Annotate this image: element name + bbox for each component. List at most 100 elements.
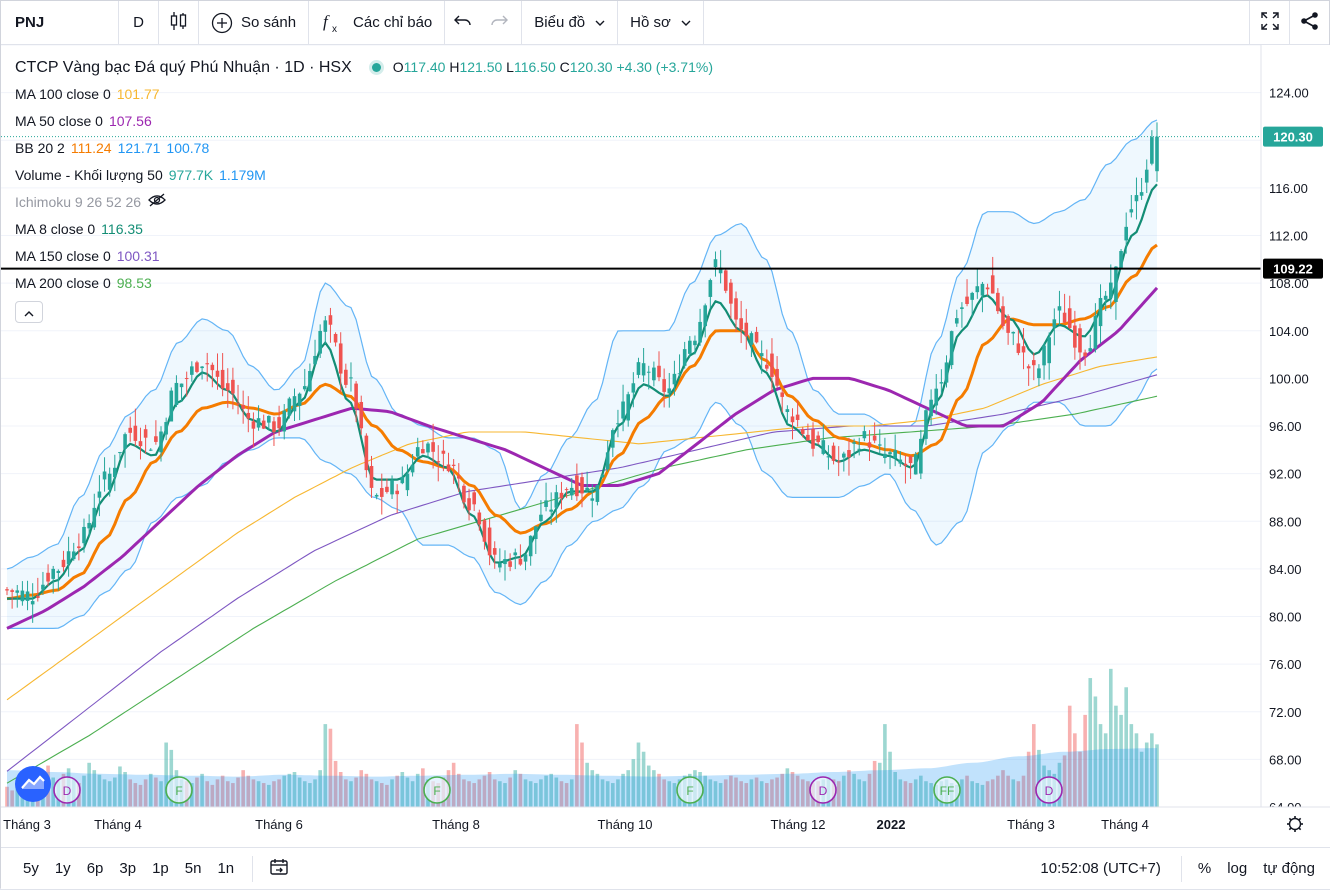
legend-ma50[interactable]: MA 50 close 0 107.56: [15, 108, 713, 135]
log-scale-toggle[interactable]: log: [1227, 860, 1248, 877]
date-range-button[interactable]: [263, 858, 295, 880]
ma50-name: MA 50 close 0: [15, 113, 103, 129]
volume-bar: [107, 781, 112, 807]
candle-body: [585, 487, 589, 491]
interval-button[interactable]: D: [119, 0, 159, 45]
range-button-1y[interactable]: 1y: [54, 860, 71, 877]
volume-bar: [518, 773, 523, 807]
candle-body: [51, 568, 56, 579]
legend-ichimoku[interactable]: Ichimoku 9 26 52 26: [15, 189, 713, 216]
candle: [657, 351, 661, 382]
candle-body: [1078, 328, 1082, 353]
auto-scale-toggle[interactable]: tự động: [1263, 860, 1315, 877]
range-button-5n[interactable]: 5n: [184, 860, 202, 877]
candle-body: [677, 373, 682, 375]
candle-body: [246, 412, 251, 419]
volume-bar: [626, 770, 631, 807]
candle: [888, 450, 892, 470]
range-button-5y[interactable]: 5y: [23, 860, 39, 877]
symbol-search-button[interactable]: PNJ: [1, 0, 119, 45]
profile-label: Hồ sơ: [630, 14, 671, 31]
candle-body: [672, 373, 677, 385]
ma100-name: MA 100 close 0: [15, 86, 111, 102]
candle: [56, 569, 61, 591]
clock[interactable]: 10:52:08 (UTC+7): [1040, 860, 1161, 877]
range-button-6p[interactable]: 6p: [86, 860, 104, 877]
candle: [1073, 310, 1077, 360]
candle-body: [477, 512, 482, 525]
low-label: L: [506, 59, 514, 75]
candle: [872, 422, 877, 444]
candle-body: [729, 282, 733, 304]
candle-body: [600, 474, 605, 478]
volume-bar: [308, 783, 312, 807]
undo-button[interactable]: [445, 1, 481, 45]
candle-body: [652, 367, 656, 381]
legend-ma150[interactable]: MA 150 close 0 100.31: [15, 243, 713, 270]
tradingview-logo[interactable]: [15, 766, 51, 802]
candle-body: [354, 383, 358, 409]
legend-ma8[interactable]: MA 8 close 0 116.35: [15, 216, 713, 243]
bottom-toolbar: 5y 1y 6p 3p 1p 5n 1n 10:52:08 (UTC+7) % log tự…: [1, 847, 1330, 889]
legend-ma200[interactable]: MA 200 close 0 98.53: [15, 270, 713, 297]
candle-body: [261, 420, 266, 429]
range-button-1p[interactable]: 1p: [152, 860, 169, 877]
compare-button[interactable]: So sánh: [199, 0, 310, 45]
volume-bar: [585, 762, 589, 807]
share-button[interactable]: [1289, 0, 1329, 45]
candle: [528, 535, 533, 566]
candle: [816, 431, 820, 445]
volume-bar: [990, 779, 995, 807]
volume-bar: [297, 777, 302, 807]
event-marker-label: F: [433, 784, 440, 798]
volume-bar: [395, 775, 399, 807]
profile-dropdown[interactable]: Hồ sơ: [618, 0, 704, 45]
candle-body: [544, 500, 548, 507]
volume-bar: [256, 781, 261, 807]
legend-collapse-button[interactable]: [15, 301, 43, 323]
gear-icon[interactable]: [1287, 816, 1303, 832]
candle: [1083, 349, 1087, 366]
candle: [652, 361, 656, 387]
legend-ma100[interactable]: MA 100 close 0 101.77: [15, 81, 713, 108]
volume-bar: [980, 784, 985, 807]
volume-bar: [1150, 733, 1154, 807]
candle-body: [1042, 345, 1046, 366]
candle-body: [831, 445, 836, 461]
range-button-1n[interactable]: 1n: [217, 860, 235, 877]
legend-bb[interactable]: BB 20 2 111.24 121.71 100.78: [15, 135, 713, 162]
volume-ma-area: [7, 748, 1157, 807]
candle-body: [1114, 266, 1118, 302]
fullscreen-button[interactable]: [1249, 0, 1289, 45]
percent-scale-toggle[interactable]: %: [1197, 860, 1212, 877]
candle: [354, 381, 358, 423]
candle: [698, 308, 702, 346]
candle: [934, 374, 939, 415]
legend-volume[interactable]: Volume - Khối lượng 50 977.7K 1.179M: [15, 162, 713, 189]
candle-body: [688, 340, 692, 354]
chart-menu-dropdown[interactable]: Biểu đồ: [522, 0, 619, 45]
eye-crossed-icon[interactable]: [147, 189, 167, 216]
volume-bar: [231, 783, 235, 807]
candle-body: [862, 431, 867, 439]
candle-body: [225, 383, 230, 391]
chart-type-button[interactable]: [159, 0, 199, 45]
range-button-3p[interactable]: 3p: [119, 860, 137, 877]
redo-button[interactable]: [481, 0, 523, 45]
candle: [220, 353, 225, 397]
candle-body: [1093, 315, 1098, 349]
candle: [302, 368, 307, 392]
volume-bar: [51, 777, 56, 807]
candle-body: [323, 320, 328, 332]
candle: [533, 526, 538, 554]
open-label: O: [392, 59, 404, 75]
candle: [990, 256, 995, 294]
volume-bar: [785, 768, 790, 807]
candle: [359, 395, 364, 435]
candle-body: [400, 476, 405, 484]
volume-bar: [898, 779, 903, 807]
candle-body: [867, 442, 872, 448]
